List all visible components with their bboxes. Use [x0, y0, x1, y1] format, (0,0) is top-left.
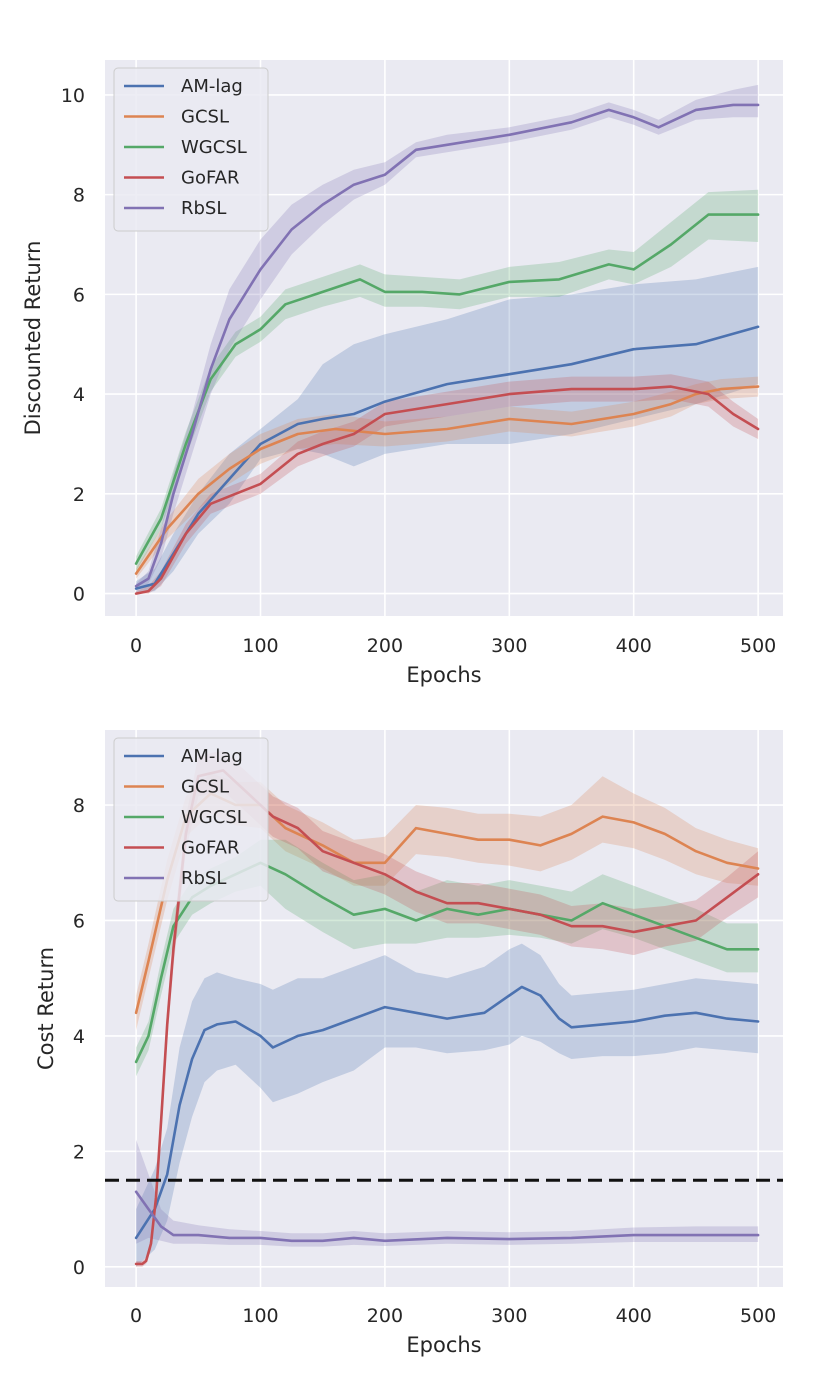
chart2-legend: AM-lag GCSL WGCSL GoFAR RbSL [113, 737, 269, 902]
chart1-legend-frame [113, 67, 269, 232]
chart1-ytick-label: 10 [61, 85, 85, 107]
chart2-xtick-label: 500 [740, 1305, 776, 1327]
chart2-xtick-label: 400 [616, 1305, 652, 1327]
chart1-legend-label-am-lag: AM-lag [181, 76, 243, 97]
chart1-data [134, 84, 760, 595]
chart2-legend-label-wgcsl: WGCSL [181, 807, 247, 828]
chart1-ylabel: Discounted Return [21, 241, 45, 436]
chart2-ytick-label: 6 [73, 910, 85, 932]
chart1-xtick-label: 100 [242, 635, 278, 657]
chart1-xtick-label: 0 [130, 635, 142, 657]
chart2-data [134, 750, 760, 1267]
chart1-legend: AM-lag GCSL WGCSL GoFAR RbSL [113, 67, 269, 232]
chart1-legend-label-wgcsl: WGCSL [181, 137, 247, 158]
chart2-ytick-label: 4 [73, 1026, 85, 1048]
chart2-ytick-label: 2 [73, 1141, 85, 1163]
chart2-legend-label-rbsl: RbSL [181, 868, 226, 889]
chart2-xlabel: Epochs [406, 1333, 481, 1357]
chart2-legend-label-gcsl: GCSL [181, 777, 229, 798]
chart2-line-rbsl [134, 1190, 760, 1243]
chart2-line-am-lag [134, 985, 760, 1240]
chart2-band-wgcsl [136, 839, 759, 1077]
chart1-legend-label-rbsl: RbSL [181, 198, 226, 219]
chart1-legend-label-gcsl: GCSL [181, 107, 229, 128]
chart2-legend-label-gofar: GoFAR [181, 838, 239, 859]
chart1-line-gofar [134, 385, 760, 595]
chart2-xtick-label: 100 [242, 1305, 278, 1327]
chart2-line-gofar [134, 769, 760, 1266]
chart1-band-wgcsl [136, 189, 759, 572]
chart1-line-rbsl [134, 103, 760, 588]
chart2-ylabel: Cost Return [34, 947, 58, 1070]
chart1-ytick-label: 4 [73, 384, 85, 406]
chart2: 0 100 200 300 400 500 0 2 4 6 8 Epochs Cost Return AM… [34, 730, 783, 1357]
chart2-xtick-label: 300 [491, 1305, 527, 1327]
chart2-ytick-label: 0 [73, 1257, 85, 1279]
chart2-band-gcsl [136, 773, 759, 1031]
chart1-ytick-label: 0 [73, 584, 85, 606]
chart2-legend-frame [113, 737, 269, 902]
chart1-line-wgcsl [134, 213, 760, 565]
chart1-line-gcsl [134, 385, 760, 575]
chart2-ytick-label: 8 [73, 795, 85, 817]
chart1-band-rbsl [136, 84, 759, 589]
chart1-xtick-label: 200 [367, 635, 403, 657]
chart1-ytick-label: 2 [73, 484, 85, 506]
chart2-xtick-label: 200 [367, 1305, 403, 1327]
chart1-xlabel: Epochs [406, 663, 481, 687]
chart1-xtick-label: 400 [616, 635, 652, 657]
chart1-ytick-label: 8 [73, 185, 85, 207]
chart1-xtick-label: 500 [740, 635, 776, 657]
chart1: 0 100 200 300 400 500 0 2 4 6 8 10 Epochs Discounted … [21, 60, 783, 687]
chart2-xtick-label: 0 [130, 1305, 142, 1327]
chart1-legend-label-gofar: GoFAR [181, 168, 239, 189]
chart2-legend-label-am-lag: AM-lag [181, 746, 243, 767]
chart2-line-wgcsl [134, 861, 760, 1064]
chart1-ytick-label: 6 [73, 284, 85, 306]
chart1-xtick-label: 300 [491, 635, 527, 657]
